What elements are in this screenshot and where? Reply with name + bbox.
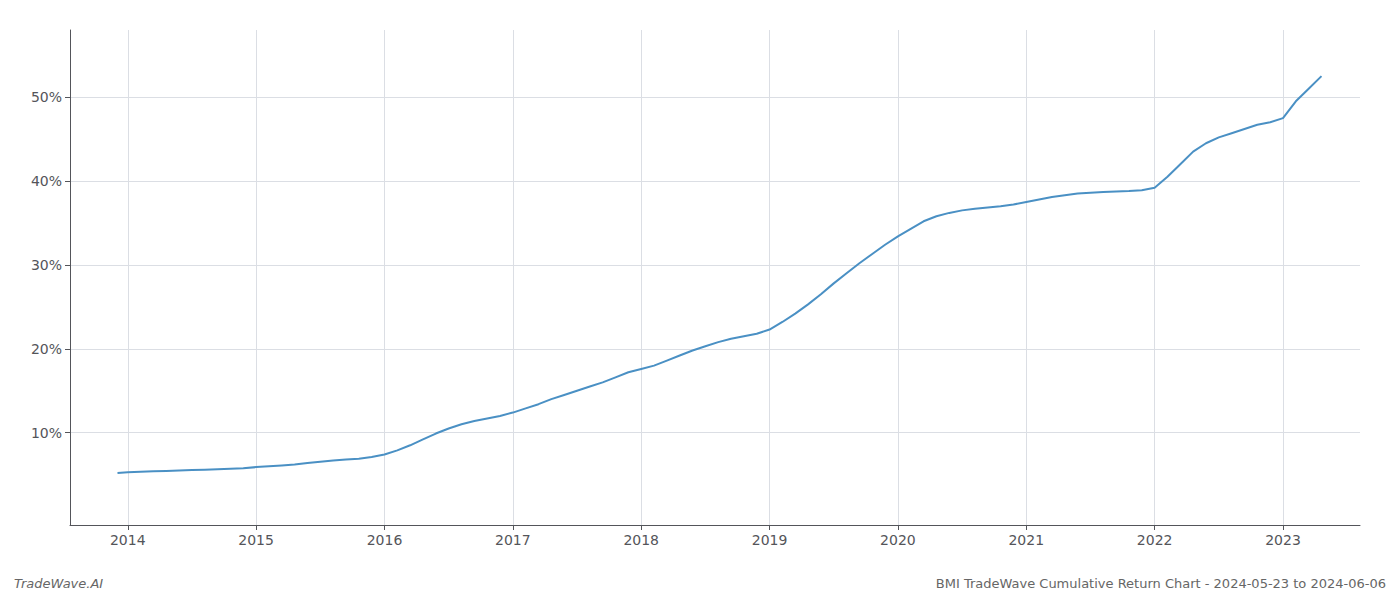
svg-text:TradeWave.AI: TradeWave.AI <box>14 576 103 591</box>
svg-text:20%: 20% <box>31 341 62 357</box>
svg-text:2018: 2018 <box>623 532 659 548</box>
svg-text:2016: 2016 <box>367 532 403 548</box>
svg-text:50%: 50% <box>31 89 62 105</box>
svg-text:2021: 2021 <box>1008 532 1044 548</box>
svg-text:2022: 2022 <box>1137 532 1173 548</box>
svg-text:2015: 2015 <box>238 532 274 548</box>
svg-text:2020: 2020 <box>880 532 916 548</box>
svg-text:2014: 2014 <box>110 532 146 548</box>
svg-text:40%: 40% <box>31 173 62 189</box>
svg-text:2017: 2017 <box>495 532 531 548</box>
svg-text:30%: 30% <box>31 257 62 273</box>
svg-text:2019: 2019 <box>752 532 788 548</box>
svg-text:2023: 2023 <box>1265 532 1301 548</box>
svg-text:BMI TradeWave Cumulative Retur: BMI TradeWave Cumulative Return Chart - … <box>936 576 1386 591</box>
svg-text:10%: 10% <box>31 425 62 441</box>
